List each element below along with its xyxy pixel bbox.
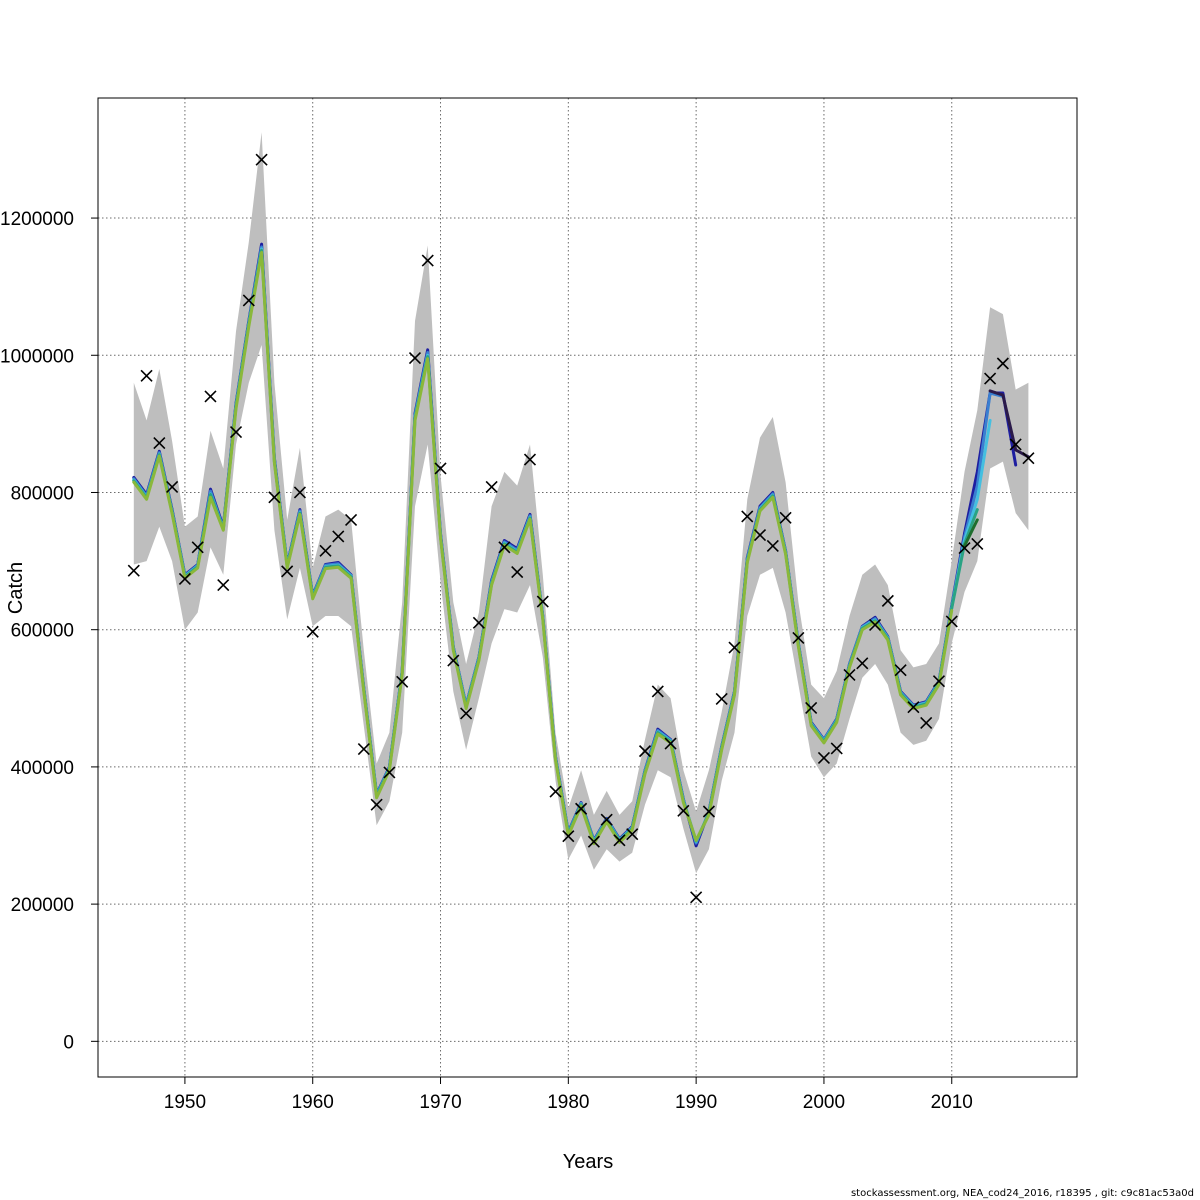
observation-point [396,675,409,688]
y-tick-label: 200000 [11,895,74,916]
observation-point [600,813,613,826]
observation-point [434,462,447,475]
plot-frame [97,97,1078,1078]
observation-point [511,565,524,579]
observation-point [843,668,856,682]
observation-point [140,369,153,382]
observation-point [447,654,460,667]
observation-point [664,737,677,750]
observation-point [421,254,434,267]
observation-point [229,426,243,439]
observation-point [587,835,600,848]
observation-point [472,616,485,629]
observation-point [460,707,473,720]
observation-point [958,541,971,555]
x-tick-label: 1970 [419,1092,461,1113]
observation-point [741,510,754,523]
observation-point [523,453,537,466]
x-tick-label: 1950 [164,1092,206,1113]
footer-credit: stockassessment.org, NEA_cod24_2016, r18… [851,1188,1194,1199]
observation-point [715,692,728,706]
observation-point [932,675,946,688]
observation-point [868,618,882,631]
y-tick-label: 800000 [11,483,74,504]
observation-point [498,541,511,554]
observation-point [383,766,396,779]
observation-point [792,631,805,644]
observation-point [626,828,639,841]
observation-point [357,743,370,756]
observation-point [408,351,422,365]
x-tick-label: 1990 [675,1092,717,1113]
y-tick-label: 600000 [11,621,74,642]
observation-point [817,751,831,765]
observation-point [370,798,383,811]
observation-point [293,486,307,499]
observation-point [1022,452,1035,465]
observation-point [613,834,626,847]
observation-point [971,537,984,551]
y-axis-ticks: 0 200000 400000 600000 800000 1000000 1200000 [0,209,98,1053]
observation-point [920,716,933,730]
observation-point [690,891,703,904]
x-tick-label: 2000 [803,1092,845,1113]
observation-point [344,513,358,526]
observation-point [153,437,166,450]
observation-point [945,615,958,628]
observation-point [638,745,652,758]
x-axis-ticks: 1950 1960 1970 1980 1990 2000 2010 [164,1077,973,1113]
observation-point [753,528,767,542]
observation-point [702,805,715,818]
observation-point [907,701,920,714]
series-lines-layer [132,242,1030,848]
series-line [132,250,954,846]
observation-point [127,564,140,577]
x-tick-label: 1960 [292,1092,334,1113]
y-tick-label: 0 [63,1032,74,1053]
observation-point [894,664,907,677]
y-tick-label: 1200000 [0,209,74,230]
observation-point [984,372,997,385]
observation-point [536,595,549,608]
series-line [963,518,979,548]
observation-point [255,153,268,166]
observation-point [728,641,741,654]
observation-point [575,802,588,815]
y-tick-label: 400000 [11,758,74,779]
x-axis-title: Years [563,1151,613,1173]
observation-point [1009,438,1022,451]
observation-point [805,701,818,714]
y-tick-label: 1000000 [0,346,74,367]
observation-point [319,544,332,557]
observation-point [204,390,217,403]
x-tick-label: 2010 [931,1092,973,1113]
observation-point [178,572,191,585]
observation-point [306,625,319,638]
observation-point [651,685,664,698]
observation-point [881,594,894,607]
observation-markers-layer [127,153,1035,904]
observation-point [242,294,255,307]
observation-point [332,530,345,543]
observation-point [217,579,230,592]
observation-point [281,565,294,578]
observation-point [166,480,179,494]
observation-point [830,742,843,755]
series-line [988,389,1030,459]
y-axis-title: Catch [5,562,27,614]
observation-point [677,804,690,817]
observation-point [856,657,869,670]
observation-point [562,830,575,843]
observation-point [485,480,498,494]
observation-point [191,541,204,554]
observation-point [268,491,281,504]
x-tick-label: 1980 [547,1092,589,1113]
observation-point [549,785,562,798]
observation-point [996,357,1009,370]
observation-point [779,511,792,524]
observation-point [766,539,779,553]
